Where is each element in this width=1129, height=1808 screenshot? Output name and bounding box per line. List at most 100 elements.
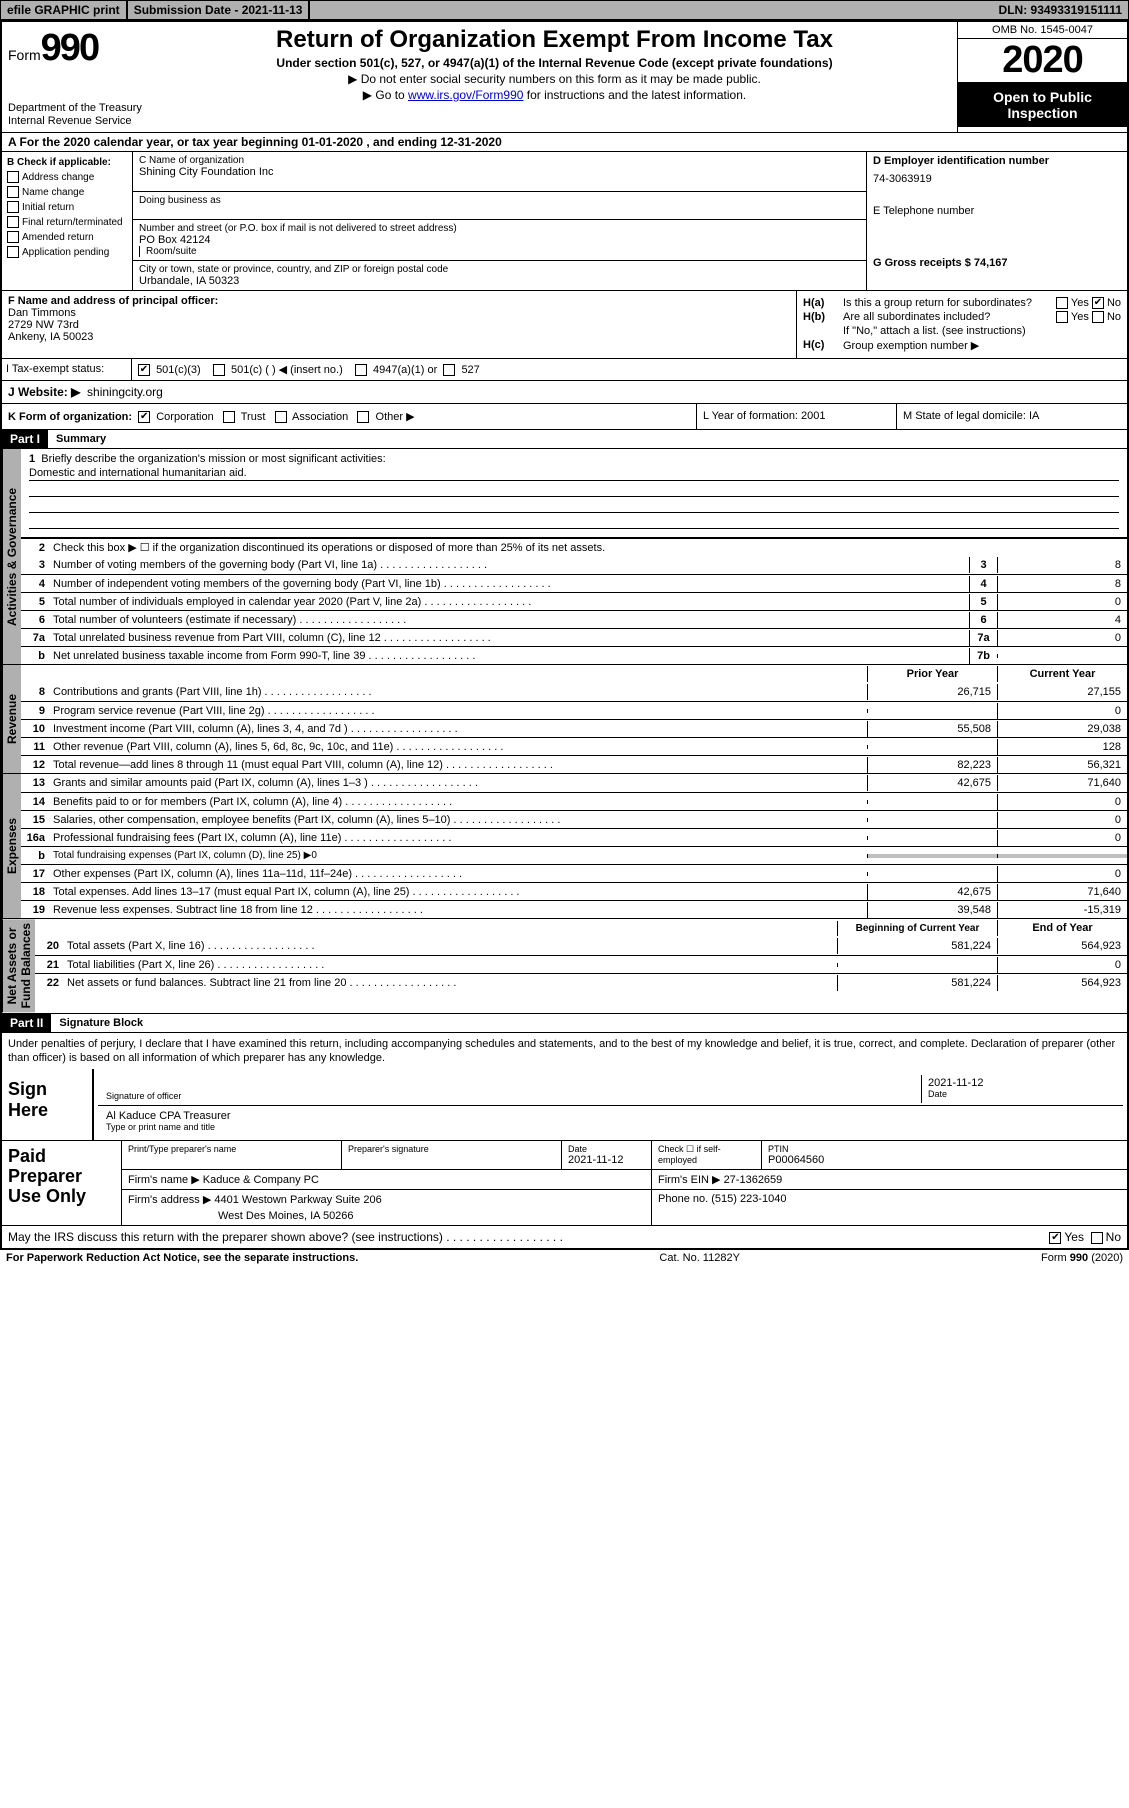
end-year-h: End of Year bbox=[997, 920, 1127, 936]
revenue-line: 9Program service revenue (Part VIII, lin… bbox=[21, 701, 1127, 719]
self-emp-h: Check ☐ if self-employed bbox=[652, 1141, 762, 1169]
row-a-period: A For the 2020 calendar year, or tax yea… bbox=[2, 133, 1127, 152]
tax-exempt-row: I Tax-exempt status: ✔ 501(c)(3) 501(c) … bbox=[2, 359, 1127, 381]
sig-officer-line: Signature of officer 2021-11-12 Date bbox=[98, 1073, 1123, 1106]
revenue-body: Prior Year Current Year 8Contributions a… bbox=[21, 665, 1127, 773]
summary-line: bNet unrelated business taxable income f… bbox=[21, 646, 1127, 664]
l-year: L Year of formation: 2001 bbox=[697, 404, 897, 429]
fein-label: Firm's EIN ▶ bbox=[658, 1174, 721, 1186]
street-box: Number and street (or P.O. box if mail i… bbox=[133, 220, 866, 261]
tax-year: 2020 bbox=[958, 39, 1127, 83]
expense-line: 15Salaries, other compensation, employee… bbox=[21, 810, 1127, 828]
paid-preparer-section: Paid Preparer Use Only Print/Type prepar… bbox=[2, 1141, 1127, 1226]
footer-mid: Cat. No. 11282Y bbox=[358, 1252, 1041, 1264]
submission-date: Submission Date - 2021-11-13 bbox=[128, 1, 311, 19]
balance-line: 22Net assets or fund balances. Subtract … bbox=[35, 973, 1127, 991]
expense-line: 14Benefits paid to or for members (Part … bbox=[21, 792, 1127, 810]
revenue-line: 12Total revenue—add lines 8 through 11 (… bbox=[21, 755, 1127, 773]
ha-text: Is this a group return for subordinates? bbox=[843, 297, 1056, 309]
h-section: H(a)Is this a group return for subordina… bbox=[797, 291, 1127, 358]
paid-row-1: Print/Type preparer's name Preparer's si… bbox=[122, 1141, 1127, 1170]
prep-sig-h: Preparer's signature bbox=[348, 1144, 555, 1154]
firm-phone: (515) 223-1040 bbox=[711, 1193, 786, 1205]
website-row: J Website: ▶ shiningcity.org bbox=[2, 381, 1127, 404]
mission-text: Domestic and international humanitarian … bbox=[29, 467, 1119, 481]
omb-number: OMB No. 1545-0047 bbox=[958, 22, 1127, 39]
part1-title: Summary bbox=[48, 431, 114, 447]
footer: For Paperwork Reduction Act Notice, see … bbox=[0, 1250, 1129, 1266]
paid-row-2: Firm's name ▶ Kaduce & Company PC Firm's… bbox=[122, 1170, 1127, 1190]
k-form-org: K Form of organization: ✔ Corporation Tr… bbox=[2, 404, 697, 429]
officer-street: 2729 NW 73rd bbox=[8, 319, 790, 331]
sig-date-label: Date bbox=[928, 1089, 1115, 1099]
city-value: Urbandale, IA 50323 bbox=[139, 275, 860, 287]
firm-phone-label: Phone no. bbox=[658, 1193, 708, 1205]
firm-label: Firm's name ▶ bbox=[128, 1174, 200, 1186]
vtab-balances: Net Assets or Fund Balances bbox=[2, 919, 35, 1012]
chk-amended: Amended return bbox=[7, 230, 127, 245]
k-row: K Form of organization: ✔ Corporation Tr… bbox=[2, 404, 1127, 430]
part2-header-row: Part II Signature Block bbox=[2, 1014, 1127, 1033]
hb-text: Are all subordinates included? bbox=[843, 311, 1056, 323]
sign-fields: Signature of officer 2021-11-12 Date Al … bbox=[92, 1069, 1127, 1140]
irs-link[interactable]: www.irs.gov/Form990 bbox=[408, 88, 523, 102]
footer-left: For Paperwork Reduction Act Notice, see … bbox=[6, 1252, 358, 1264]
c-label: C Name of organization bbox=[139, 155, 860, 166]
header-mid: Return of Organization Exempt From Incom… bbox=[152, 22, 957, 132]
firm-addr2: West Des Moines, IA 50266 bbox=[128, 1210, 645, 1222]
officer-name: Dan Timmons bbox=[8, 307, 790, 319]
sig-date: 2021-11-12 bbox=[928, 1077, 1115, 1089]
fein-value: 27-1362659 bbox=[724, 1174, 783, 1186]
form-subtitle-3: ▶ Go to www.irs.gov/Form990 for instruct… bbox=[160, 88, 949, 102]
expenses-grid: Expenses 13Grants and similar amounts pa… bbox=[2, 774, 1127, 919]
vtab-governance: Activities & Governance bbox=[2, 449, 21, 664]
ein-label: D Employer identification number bbox=[873, 155, 1121, 167]
paid-preparer-fields: Print/Type preparer's name Preparer's si… bbox=[122, 1141, 1127, 1225]
b-label: B Check if applicable: bbox=[7, 155, 127, 170]
vtab-expenses: Expenses bbox=[2, 774, 21, 918]
firm-name: Kaduce & Company PC bbox=[203, 1174, 319, 1186]
street-label: Number and street (or P.O. box if mail i… bbox=[139, 223, 860, 234]
principal-officer: F Name and address of principal officer:… bbox=[2, 291, 797, 358]
col-b-right: D Employer identification number 74-3063… bbox=[867, 152, 1127, 290]
dba-label: Doing business as bbox=[139, 195, 860, 206]
revenue-line: 8Contributions and grants (Part VIII, li… bbox=[21, 683, 1127, 701]
j-label: J Website: ▶ bbox=[8, 385, 80, 399]
part2-title: Signature Block bbox=[51, 1015, 151, 1031]
firm-addr1: 4401 Westown Parkway Suite 206 bbox=[214, 1194, 381, 1206]
sig-name-label: Type or print name and title bbox=[106, 1122, 1115, 1132]
chk-501c3: ✔ bbox=[138, 364, 150, 376]
summary-line: 7aTotal unrelated business revenue from … bbox=[21, 628, 1127, 646]
form-title: Return of Organization Exempt From Incom… bbox=[160, 26, 949, 54]
hb-answer: Yes No bbox=[1056, 311, 1121, 323]
summary-line: 5Total number of individuals employed in… bbox=[21, 592, 1127, 610]
ha-answer: Yes ✔No bbox=[1056, 297, 1121, 309]
governance-body: 1 Briefly describe the organization's mi… bbox=[21, 449, 1127, 664]
form-subtitle-2: ▶ Do not enter social security numbers o… bbox=[160, 72, 949, 86]
begin-year-h: Beginning of Current Year bbox=[837, 921, 997, 936]
expense-line: 17Other expenses (Part IX, column (A), l… bbox=[21, 864, 1127, 882]
part1-header-row: Part I Summary bbox=[2, 430, 1127, 449]
form-subtitle-1: Under section 501(c), 527, or 4947(a)(1)… bbox=[160, 56, 949, 70]
goto-suffix: for instructions and the latest informat… bbox=[523, 88, 746, 102]
section-b: B Check if applicable: Address change Na… bbox=[2, 152, 1127, 291]
sig-officer-label: Signature of officer bbox=[106, 1091, 915, 1101]
ptin-value: P00064560 bbox=[768, 1154, 1121, 1166]
chk-name: Name change bbox=[7, 185, 127, 200]
revenue-line: 11Other revenue (Part VIII, column (A), … bbox=[21, 737, 1127, 755]
line-2: 2Check this box ▶ ☐ if the organization … bbox=[21, 538, 1127, 556]
org-name-box: C Name of organization Shining City Foun… bbox=[133, 152, 866, 192]
paid-row-3: Firm's address ▶ 4401 Westown Parkway Su… bbox=[122, 1190, 1127, 1225]
i-label: I Tax-exempt status: bbox=[2, 359, 132, 380]
sig-name-line: Al Kaduce CPA Treasurer Type or print na… bbox=[98, 1106, 1123, 1136]
chk-final: Final return/terminated bbox=[7, 215, 127, 230]
summary-line: 6Total number of volunteers (estimate if… bbox=[21, 610, 1127, 628]
sig-name: Al Kaduce CPA Treasurer bbox=[106, 1110, 1115, 1122]
form-frame: Form990 Department of the Treasury Inter… bbox=[0, 20, 1129, 1250]
col-b-checks: B Check if applicable: Address change Na… bbox=[2, 152, 132, 290]
revenue-grid: Revenue Prior Year Current Year 8Contrib… bbox=[2, 665, 1127, 774]
discuss-answer: ✔Yes No bbox=[1049, 1230, 1121, 1244]
revenue-line: 10Investment income (Part VIII, column (… bbox=[21, 719, 1127, 737]
dln-label: DLN: 93493319151111 bbox=[993, 1, 1128, 19]
balance-line: 21Total liabilities (Part X, line 26)0 bbox=[35, 955, 1127, 973]
